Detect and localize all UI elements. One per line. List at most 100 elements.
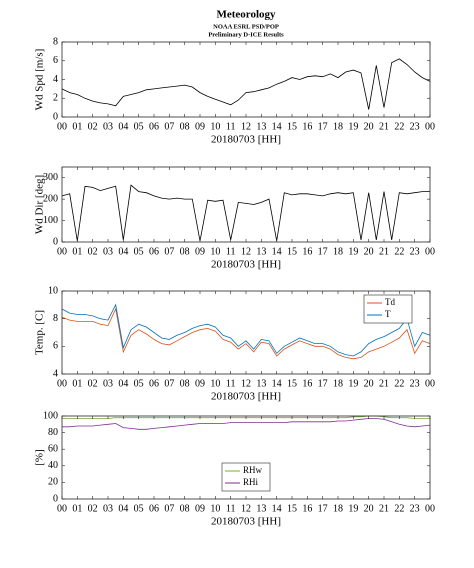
y-tick-label: 6 — [53, 55, 58, 66]
x-tick-label: 04 — [118, 246, 128, 257]
x-tick-label: 12 — [241, 503, 251, 514]
y-tick-label: 60 — [48, 443, 58, 454]
x-tick-label: 17 — [318, 246, 328, 257]
x-tick-label: 00 — [57, 121, 67, 132]
x-tick-label: 16 — [302, 246, 312, 257]
x-tick-label: 02 — [88, 121, 98, 132]
x-tick-label: 08 — [180, 121, 190, 132]
x-tick-label: 00 — [57, 246, 67, 257]
x-tick-label: 12 — [241, 378, 251, 389]
x-tick-label: 15 — [287, 246, 297, 257]
y-tick-label: 4 — [53, 74, 58, 85]
x-tick-label: 05 — [134, 246, 144, 257]
y-axis-label: [%] — [34, 449, 46, 466]
x-tick-label: 06 — [149, 121, 159, 132]
x-tick-label: 22 — [394, 246, 404, 257]
x-tick-label: 17 — [318, 378, 328, 389]
x-tick-label: 00 — [425, 246, 435, 257]
data-line — [61, 303, 431, 357]
x-tick-label: 20 — [364, 503, 374, 514]
x-tick-label: 23 — [410, 121, 420, 132]
x-tick-label: 06 — [149, 503, 159, 514]
plot-area — [62, 167, 430, 242]
x-tick-label: 13 — [256, 378, 266, 389]
x-tick-label: 03 — [103, 121, 113, 132]
y-tick-label: 0 — [53, 111, 58, 122]
x-tick-label: 09 — [195, 378, 205, 389]
y-axis-label: Wd Dir [deg] — [34, 175, 46, 234]
plot-area — [62, 42, 430, 117]
y-tick-label: 40 — [48, 460, 58, 471]
x-tick-label: 16 — [302, 121, 312, 132]
y-tick-label: 200 — [43, 193, 58, 204]
x-tick-label: 12 — [241, 121, 251, 132]
x-tick-label: 09 — [195, 246, 205, 257]
x-tick-label: 09 — [195, 503, 205, 514]
legend-box — [221, 462, 271, 492]
x-tick-label: 08 — [180, 378, 190, 389]
x-tick-label: 05 — [134, 121, 144, 132]
x-tick-label: 21 — [379, 378, 389, 389]
x-tick-label: 16 — [302, 503, 312, 514]
x-tick-label: 02 — [88, 246, 98, 257]
x-tick-label: 02 — [88, 378, 98, 389]
y-tick-label: 100 — [43, 410, 58, 421]
x-tick-label: 11 — [226, 246, 236, 257]
x-tick-label: 23 — [410, 378, 420, 389]
x-tick-label: 18 — [333, 246, 343, 257]
x-tick-label: 14 — [272, 246, 282, 257]
x-tick-label: 13 — [256, 503, 266, 514]
x-tick-label: 21 — [379, 121, 389, 132]
x-tick-label: 10 — [210, 246, 220, 257]
x-tick-label: 19 — [348, 503, 358, 514]
x-axis-label: 20180703 [HH] — [211, 391, 281, 403]
x-tick-label: 14 — [272, 121, 282, 132]
x-tick-label: 15 — [287, 121, 297, 132]
x-tick-label: 19 — [348, 378, 358, 389]
x-tick-label: 11 — [226, 503, 236, 514]
x-tick-label: 04 — [118, 121, 128, 132]
y-axis-label: Wd Spd [m/s] — [34, 49, 46, 111]
y-tick-label: 8 — [53, 36, 58, 47]
y-tick-label: 0 — [53, 493, 58, 504]
x-tick-label: 14 — [272, 378, 282, 389]
y-tick-label: 6 — [53, 341, 58, 352]
y-axis-label: Temp. [C] — [34, 310, 46, 355]
x-tick-label: 13 — [256, 121, 266, 132]
x-tick-label: 01 — [72, 121, 82, 132]
x-tick-label: 00 — [425, 378, 435, 389]
x-axis-label: 20180703 [HH] — [211, 516, 281, 528]
chart-subtitle: Preliminary D-ICE Results — [208, 31, 284, 38]
x-tick-label: 01 — [72, 246, 82, 257]
x-axis-label: 20180703 [HH] — [211, 259, 281, 271]
x-tick-label: 18 — [333, 378, 343, 389]
x-tick-label: 07 — [164, 378, 174, 389]
x-tick-label: 18 — [333, 121, 343, 132]
legend-box — [363, 294, 413, 324]
x-tick-label: 04 — [118, 378, 128, 389]
x-tick-label: 08 — [180, 503, 190, 514]
x-tick-label: 07 — [164, 246, 174, 257]
x-tick-label: 03 — [103, 503, 113, 514]
x-tick-label: 11 — [226, 378, 236, 389]
x-tick-label: 00 — [425, 503, 435, 514]
x-tick-label: 19 — [348, 121, 358, 132]
y-tick-label: 0 — [53, 236, 58, 247]
x-tick-label: 06 — [149, 246, 159, 257]
x-tick-label: 10 — [210, 503, 220, 514]
y-tick-label: 8 — [53, 313, 58, 324]
legend-label: T — [385, 309, 391, 319]
x-tick-label: 04 — [118, 503, 128, 514]
x-tick-label: 10 — [210, 378, 220, 389]
x-tick-label: 07 — [164, 121, 174, 132]
x-tick-label: 10 — [210, 121, 220, 132]
x-tick-label: 18 — [333, 503, 343, 514]
x-tick-label: 13 — [256, 246, 266, 257]
x-tick-label: 15 — [287, 503, 297, 514]
x-tick-label: 15 — [287, 378, 297, 389]
x-tick-label: 22 — [394, 121, 404, 132]
x-tick-label: 08 — [180, 246, 190, 257]
x-tick-label: 05 — [134, 378, 144, 389]
x-tick-label: 16 — [302, 378, 312, 389]
